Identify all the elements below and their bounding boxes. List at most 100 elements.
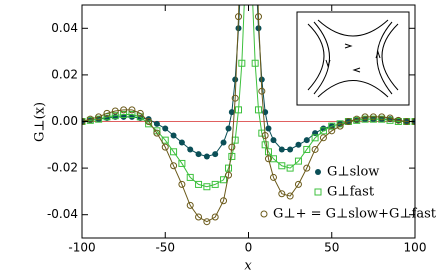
data-point	[261, 141, 269, 149]
data-point	[220, 139, 227, 146]
y-tick-label: -0.04	[47, 207, 78, 221]
data-point	[161, 143, 169, 151]
data-point	[286, 164, 294, 172]
data-point	[319, 134, 327, 142]
data-point	[336, 120, 344, 128]
data-point	[303, 164, 311, 172]
legend-item: G⊥+ = G⊥slow+G⊥fast	[260, 207, 436, 222]
data-point	[170, 162, 178, 170]
data-point	[111, 112, 119, 120]
data-point	[195, 151, 202, 158]
data-point	[178, 159, 186, 167]
data-point	[269, 173, 277, 181]
data-point	[303, 137, 310, 144]
data-point	[238, 59, 246, 67]
data-point	[187, 146, 194, 153]
data-point	[311, 134, 319, 142]
data-point	[269, 155, 277, 163]
x-axis-label: x	[244, 259, 252, 274]
data-point	[255, 25, 262, 32]
y-axis-label: G⊥(x)	[33, 102, 48, 142]
data-point	[161, 136, 169, 144]
data-point	[344, 118, 352, 125]
data-point	[186, 201, 194, 209]
data-point	[328, 122, 336, 130]
data-point	[212, 151, 219, 158]
x-tick-label: -50	[155, 241, 175, 255]
data-point	[265, 125, 272, 132]
data-point	[361, 113, 369, 121]
data-point	[264, 155, 272, 163]
y-tick-label: 0.02	[51, 67, 78, 81]
data-point	[235, 13, 243, 21]
data-point	[220, 197, 228, 205]
data-point	[235, 106, 243, 114]
data-point	[254, 106, 262, 114]
data-point	[128, 106, 136, 114]
data-point	[278, 190, 286, 198]
data-point	[228, 109, 235, 116]
data-point	[328, 127, 336, 135]
legend-label: G⊥+ = G⊥slow+G⊥fast	[273, 207, 436, 222]
data-point	[95, 115, 103, 123]
data-point	[386, 116, 394, 124]
legend-marker	[315, 169, 321, 175]
data-point	[336, 122, 344, 130]
data-point	[211, 213, 219, 221]
data-point	[170, 148, 178, 156]
data-point	[195, 213, 203, 221]
legend-item: G⊥fast	[314, 185, 375, 200]
data-point	[231, 94, 239, 102]
legend-label: G⊥fast	[327, 185, 375, 200]
data-point	[153, 129, 161, 137]
y-tick-label: -0.02	[47, 161, 78, 175]
data-point	[369, 113, 377, 121]
legend-item: G⊥slow	[315, 165, 379, 180]
data-point	[145, 118, 153, 125]
data-point	[232, 76, 239, 83]
x-tick-label: -100	[68, 241, 95, 255]
data-point	[311, 145, 319, 153]
data-point	[228, 143, 236, 151]
data-point	[211, 180, 219, 188]
data-point	[128, 111, 136, 119]
data-point	[264, 148, 272, 156]
data-point	[162, 125, 169, 132]
data-point	[287, 146, 294, 153]
data-point	[136, 109, 144, 117]
data-point	[120, 111, 128, 119]
data-point	[120, 113, 127, 120]
data-point	[319, 127, 327, 135]
data-point	[258, 87, 266, 95]
data-point	[228, 152, 236, 160]
data-point	[178, 139, 185, 146]
data-point	[394, 116, 402, 124]
data-point	[195, 180, 203, 188]
data-point	[153, 120, 160, 127]
y-tick-label: 0.00	[51, 114, 78, 128]
data-point	[254, 13, 262, 21]
data-point	[95, 113, 103, 121]
legend-marker	[314, 188, 322, 196]
legend-marker	[260, 210, 268, 218]
data-point	[225, 125, 232, 132]
inset-diagram	[296, 11, 410, 106]
data-point	[353, 115, 361, 123]
y-tick-label: 0.04	[51, 21, 78, 35]
data-point	[225, 171, 233, 179]
data-point	[270, 137, 277, 144]
data-point	[361, 115, 369, 123]
data-point	[258, 76, 265, 83]
data-point	[203, 153, 210, 160]
data-point	[378, 115, 386, 123]
plot-area	[82, 5, 415, 226]
data-point	[170, 132, 177, 139]
data-point	[111, 107, 119, 115]
data-point	[386, 114, 394, 122]
x-tick-label: 0	[245, 241, 253, 255]
data-point	[203, 218, 211, 226]
data-point	[294, 180, 302, 188]
series-line	[82, 5, 415, 223]
